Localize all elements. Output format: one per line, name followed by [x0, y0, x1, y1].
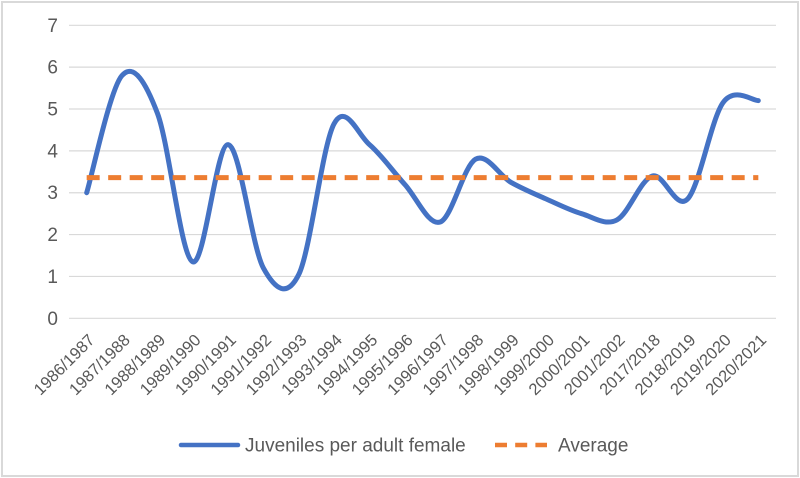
y-axis-tick-label: 3	[47, 183, 58, 204]
legend-label-juveniles: Juveniles per adult female	[245, 436, 466, 457]
y-axis-tick-label: 7	[47, 16, 58, 37]
y-axis-tick-label: 4	[47, 141, 58, 162]
legend: Juveniles per adult female Average	[178, 436, 628, 457]
plot-area: 012345671986/19871987/19881988/19891989/…	[31, 16, 776, 399]
y-axis-tick-label: 2	[47, 225, 58, 246]
series-line-juveniles-per-adult-female	[84, 68, 761, 292]
y-axis-tick-label: 1	[47, 267, 58, 288]
y-axis-tick-label: 0	[47, 309, 58, 330]
juveniles-line-chart: 012345671986/19871987/19881988/19891989/…	[31, 16, 776, 457]
legend-label-average: Average	[558, 436, 628, 457]
y-axis-tick-label: 6	[47, 58, 58, 79]
y-axis-tick-label: 5	[47, 100, 58, 121]
